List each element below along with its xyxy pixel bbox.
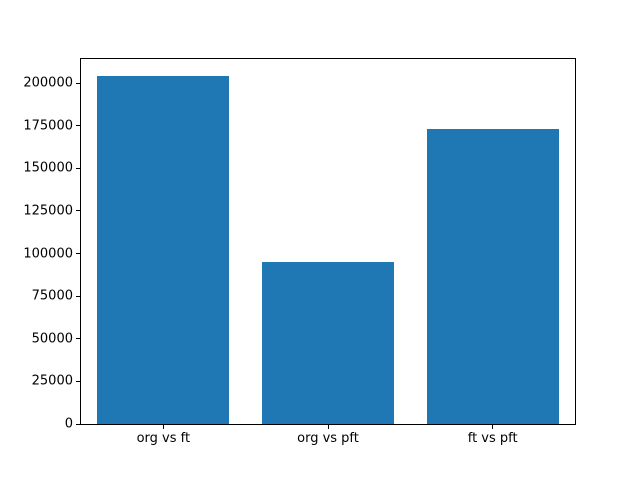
y-axis-tick-mark — [76, 167, 80, 169]
x-axis-tick-mark — [327, 425, 329, 429]
y-axis-tick-label: 175000 — [23, 118, 73, 134]
x-axis-tick-label: ft vs pft — [467, 431, 518, 446]
x-axis-tick-label: org vs pft — [297, 431, 359, 446]
y-axis-tick-label: 125000 — [23, 203, 73, 219]
plot-area: 0 25000 50000 75000 100000 125000 150000 175000… — [23, 58, 576, 445]
y-axis-tick-mark — [76, 338, 80, 340]
bar-org-vs-pft — [262, 262, 394, 424]
y-axis-tick-label: 50000 — [31, 331, 73, 347]
bar-ft-vs-pft — [426, 129, 559, 424]
y-axis-tick-mark — [76, 253, 80, 255]
y-axis-tick-mark — [76, 380, 80, 382]
y-axis-tick-label: 150000 — [23, 160, 73, 176]
y-axis-tick-mark — [76, 210, 80, 212]
y-axis-tick-label: 0 — [64, 416, 73, 432]
y-axis-tick-label: 200000 — [23, 75, 73, 91]
y-axis-tick-label: 25000 — [31, 373, 73, 389]
bar-org-vs-ft — [97, 76, 230, 424]
y-axis-tick-mark — [76, 82, 80, 84]
y-axis-tick-label: 75000 — [31, 288, 73, 304]
y-axis-tick-label: 100000 — [23, 246, 73, 262]
x-axis-tick-label: org vs ft — [136, 431, 191, 446]
x-axis-tick-mark — [162, 425, 164, 429]
y-axis-tick-mark — [76, 423, 80, 425]
y-axis-tick-mark — [76, 125, 80, 127]
x-axis-tick-mark — [492, 425, 494, 429]
y-axis-tick-mark — [76, 295, 80, 297]
